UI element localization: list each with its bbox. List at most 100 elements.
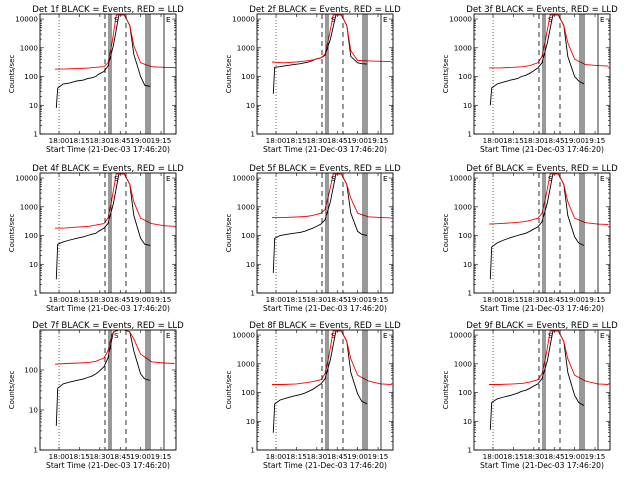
plot-frame (256, 329, 394, 451)
x-tick-label: 19:00 (130, 136, 151, 145)
panel-title: Det 6f BLACK = Events, RED = LLD (466, 164, 618, 174)
y-tick-label: 10 (463, 417, 473, 426)
marker-label-start: S (331, 15, 336, 24)
x-axis-label: Start Time (21-Dec-03 17:46:20) (46, 145, 170, 154)
x-tick-label: 18:45 (110, 295, 131, 304)
marker-label-end: E (383, 331, 388, 340)
y-tick-label: 1 (33, 130, 38, 139)
y-tick-label: 1 (33, 446, 38, 455)
y-tick-label: 1000 (237, 202, 256, 211)
y-tick-label: 100 (241, 231, 255, 240)
plot-frame (473, 172, 611, 294)
y-axis-label: Counts/sec (225, 55, 233, 94)
y-tick-label: 100 (241, 388, 255, 397)
series-events-line (55, 14, 151, 109)
y-tick-label: 10000 (449, 174, 472, 183)
y-tick-label: 1 (467, 289, 472, 298)
x-tick-label: 19:00 (564, 295, 585, 304)
series-events-line (55, 173, 151, 280)
x-axis-label: Start Time (21-Dec-03 17:46:20) (263, 304, 387, 313)
marker-label-end: E (166, 15, 171, 24)
y-tick-label: 10 (29, 260, 39, 269)
x-tick-label: 18:00 (266, 452, 287, 461)
x-tick-label: 18:45 (110, 452, 131, 461)
x-axis-label: Start Time (21-Dec-03 17:46:20) (46, 304, 170, 313)
x-tick-label: 19:00 (130, 452, 151, 461)
y-tick-label: 1000 (454, 359, 473, 368)
marker-label-end: E (600, 174, 605, 183)
y-tick-label: 100 (241, 72, 255, 81)
x-tick-label: 18:15 (286, 452, 307, 461)
y-tick-label: 1000 (237, 359, 256, 368)
y-axis-label: Counts/sec (8, 214, 16, 253)
y-axis-label: Counts/sec (8, 371, 16, 410)
x-tick-label: 19:15 (368, 452, 389, 461)
marker-label-start: S (548, 331, 553, 340)
x-axis-label: Start Time (21-Dec-03 17:46:20) (263, 145, 387, 154)
y-axis-label: Counts/sec (225, 214, 233, 253)
y-axis-label: Counts/sec (225, 371, 233, 410)
series-events-line (272, 330, 368, 433)
marker-label-end: E (383, 174, 388, 183)
y-tick-label: 100 (24, 366, 38, 375)
x-tick-label: 18:30 (306, 295, 327, 304)
plot-frame (473, 13, 611, 135)
x-tick-label: 18:00 (483, 136, 504, 145)
x-tick-label: 18:30 (523, 295, 544, 304)
marker-label-start: S (114, 174, 119, 183)
x-tick-label: 18:15 (503, 295, 524, 304)
y-tick-label: 10 (246, 101, 256, 110)
plot-frame (256, 13, 394, 135)
y-tick-label: 10 (463, 260, 473, 269)
panel-title: Det 9f BLACK = Events, RED = LLD (466, 321, 618, 331)
x-axis-label: Start Time (21-Dec-03 17:46:20) (480, 461, 604, 470)
x-tick-label: 18:45 (544, 136, 565, 145)
y-tick-label: 1000 (454, 43, 473, 52)
x-tick-label: 19:15 (585, 295, 606, 304)
y-tick-label: 1000 (237, 43, 256, 52)
y-tick-label: 10 (29, 406, 39, 415)
x-tick-label: 18:30 (523, 136, 544, 145)
x-tick-label: 18:00 (49, 295, 70, 304)
x-tick-label: 18:00 (49, 452, 70, 461)
y-tick-label: 10000 (449, 331, 472, 340)
x-tick-label: 18:30 (89, 136, 110, 145)
plot-frame (39, 172, 177, 294)
x-tick-label: 19:00 (347, 295, 368, 304)
x-tick-label: 18:30 (89, 452, 110, 461)
y-tick-label: 10000 (15, 15, 38, 24)
series-events-line (55, 330, 151, 426)
plot-frame (39, 13, 177, 135)
y-tick-label: 1 (33, 289, 38, 298)
x-tick-label: 19:00 (564, 136, 585, 145)
x-tick-label: 18:30 (306, 452, 327, 461)
series-events-line (489, 173, 585, 280)
marker-label-end: E (600, 331, 605, 340)
plot-frame (39, 329, 177, 451)
plot-frame (256, 172, 394, 294)
panel-title: Det 8f BLACK = Events, RED = LLD (249, 321, 401, 331)
x-axis-label: Start Time (21-Dec-03 17:46:20) (480, 145, 604, 154)
y-tick-label: 10 (246, 260, 256, 269)
plot-frame (473, 329, 611, 451)
x-tick-label: 19:00 (130, 295, 151, 304)
y-axis-label: Counts/sec (442, 55, 450, 94)
chart-panel-7: S E 1 10 100 18:00 18:15 18:30 18:45 19:00 19:15 De… (8, 321, 184, 470)
x-tick-label: 18:45 (544, 452, 565, 461)
y-tick-label: 10000 (232, 331, 255, 340)
x-tick-label: 18:15 (69, 136, 90, 145)
x-tick-label: 19:00 (347, 136, 368, 145)
y-axis-label: Counts/sec (442, 214, 450, 253)
y-tick-label: 100 (458, 72, 472, 81)
x-tick-label: 18:45 (544, 295, 565, 304)
x-tick-label: 19:15 (151, 452, 172, 461)
marker-label-start: S (548, 174, 553, 183)
